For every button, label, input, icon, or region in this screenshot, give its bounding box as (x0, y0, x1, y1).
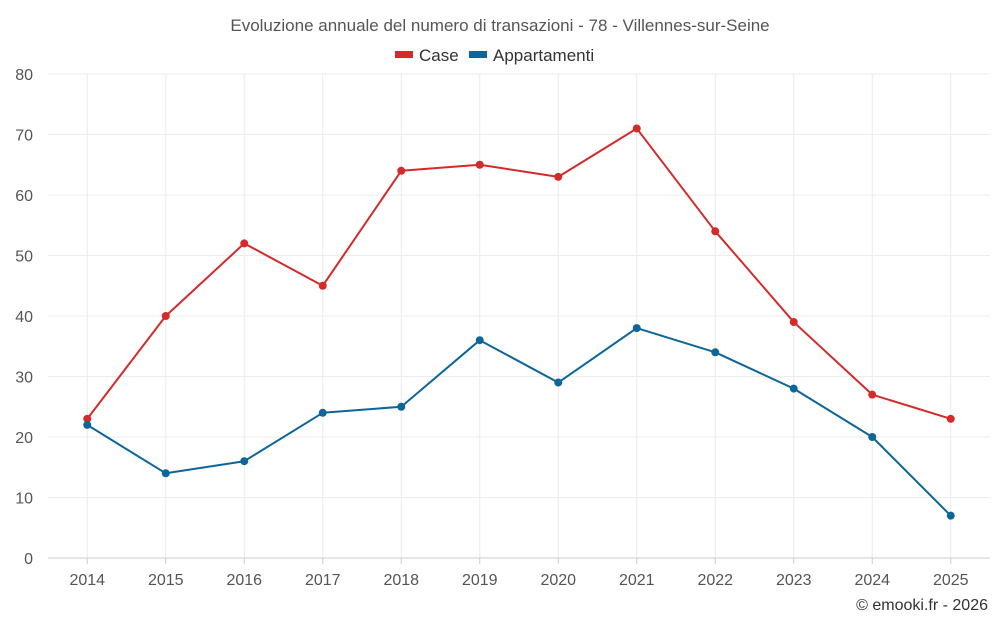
x-tick-label: 2017 (305, 572, 341, 589)
data-point-case[interactable] (83, 414, 92, 423)
legend-label-case: Case (419, 46, 459, 65)
data-point-appartamenti[interactable] (789, 384, 798, 393)
data-point-appartamenti[interactable] (946, 511, 955, 520)
chart-title: Evoluzione annuale del numero di transaz… (230, 16, 769, 35)
series-line-case (86, 127, 952, 420)
data-point-appartamenti[interactable] (711, 348, 720, 357)
y-tick-label: 10 (15, 491, 33, 508)
x-tick-label: 2021 (619, 572, 655, 589)
data-point-appartamenti[interactable] (397, 402, 406, 411)
legend-swatch-case (395, 51, 413, 58)
x-tick-label: 2015 (148, 572, 184, 589)
data-point-appartamenti[interactable] (554, 378, 563, 387)
data-point-case[interactable] (475, 160, 484, 169)
grid (48, 73, 990, 558)
data-point-case[interactable] (161, 312, 170, 320)
x-tick-label: 2020 (540, 572, 576, 589)
data-point-appartamenti[interactable] (161, 469, 170, 478)
x-tick-label: 2019 (462, 572, 498, 589)
series-line-appartamenti (86, 327, 952, 517)
series-case (83, 124, 955, 423)
data-point-appartamenti[interactable] (632, 324, 641, 333)
data-point-case[interactable] (946, 414, 955, 423)
x-tick-label: 2018 (383, 572, 419, 589)
legend: Case Appartamenti (395, 46, 594, 65)
y-tick-label: 20 (15, 430, 33, 447)
series (83, 124, 955, 520)
y-tick-label: 30 (15, 370, 33, 387)
series-appartamenti (83, 324, 955, 520)
x-tick-label: 2016 (226, 572, 262, 589)
y-tick-label: 0 (24, 551, 33, 568)
legend-swatch-appartamenti (469, 51, 487, 58)
data-point-case[interactable] (711, 227, 720, 236)
x-tick-label: 2014 (69, 572, 105, 589)
data-point-case[interactable] (789, 318, 798, 327)
y-tick-label: 70 (15, 128, 33, 145)
y-tick-label: 50 (15, 249, 33, 266)
x-tick-label: 2025 (933, 572, 969, 589)
x-tick-label: 2024 (854, 572, 890, 589)
data-point-appartamenti[interactable] (475, 336, 484, 345)
y-tick-label: 80 (15, 67, 33, 84)
data-point-appartamenti[interactable] (240, 457, 249, 466)
data-point-case[interactable] (868, 390, 877, 399)
data-point-appartamenti[interactable] (318, 408, 327, 417)
data-point-case[interactable] (397, 166, 406, 175)
y-tick-label: 40 (15, 309, 33, 326)
data-point-case[interactable] (632, 124, 641, 133)
x-tick-label: 2022 (697, 572, 733, 589)
legend-label-appartamenti: Appartamenti (493, 46, 594, 65)
axes: 0 10 20 30 40 50 60 70 80 2014 2015 2016 2017 2018 201… (15, 67, 990, 589)
data-point-case[interactable] (554, 172, 563, 181)
data-point-case[interactable] (318, 281, 327, 290)
data-point-case[interactable] (240, 239, 249, 248)
x-tick-label: 2023 (776, 572, 812, 589)
credit-text: © emooki.fr - 2026 (856, 597, 988, 614)
y-tick-label: 60 (15, 188, 33, 205)
data-point-appartamenti[interactable] (868, 433, 877, 441)
data-point-appartamenti[interactable] (83, 420, 92, 429)
